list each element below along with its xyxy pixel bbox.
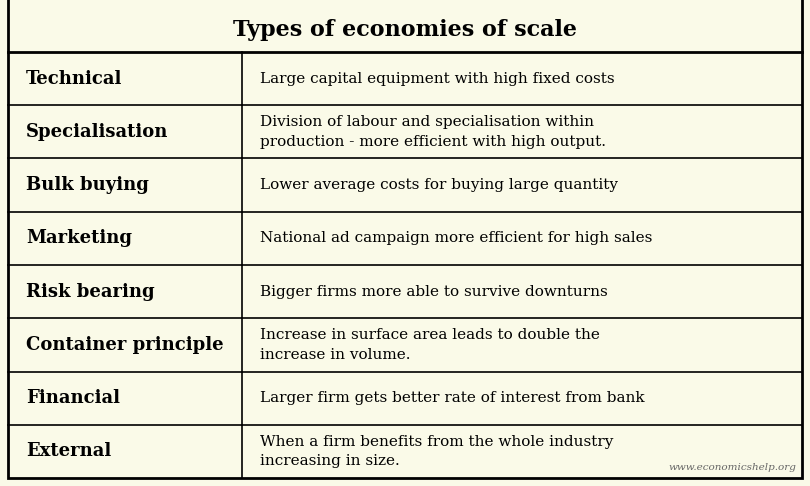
Text: Bigger firms more able to survive downturns: Bigger firms more able to survive downtu… bbox=[260, 285, 608, 298]
Text: External: External bbox=[26, 442, 111, 460]
Text: Larger firm gets better rate of interest from bank: Larger firm gets better rate of interest… bbox=[260, 391, 645, 405]
Text: Specialisation: Specialisation bbox=[26, 123, 168, 141]
Text: Division of labour and specialisation within
production - more efficient with hi: Division of labour and specialisation wi… bbox=[260, 115, 606, 149]
Text: When a firm benefits from the whole industry
increasing in size.: When a firm benefits from the whole indu… bbox=[260, 434, 614, 468]
Text: www.economicshelp.org: www.economicshelp.org bbox=[668, 463, 796, 472]
Text: Bulk buying: Bulk buying bbox=[26, 176, 149, 194]
Text: Technical: Technical bbox=[26, 69, 122, 87]
Text: Financial: Financial bbox=[26, 389, 120, 407]
Text: Risk bearing: Risk bearing bbox=[26, 283, 155, 301]
Text: Increase in surface area leads to double the
increase in volume.: Increase in surface area leads to double… bbox=[260, 328, 600, 362]
Text: Marketing: Marketing bbox=[26, 229, 132, 247]
Text: Types of economies of scale: Types of economies of scale bbox=[233, 19, 577, 41]
Text: Large capital equipment with high fixed costs: Large capital equipment with high fixed … bbox=[260, 71, 615, 86]
Text: Container principle: Container principle bbox=[26, 336, 224, 354]
Text: Lower average costs for buying large quantity: Lower average costs for buying large qua… bbox=[260, 178, 618, 192]
Text: National ad campaign more efficient for high sales: National ad campaign more efficient for … bbox=[260, 231, 653, 245]
